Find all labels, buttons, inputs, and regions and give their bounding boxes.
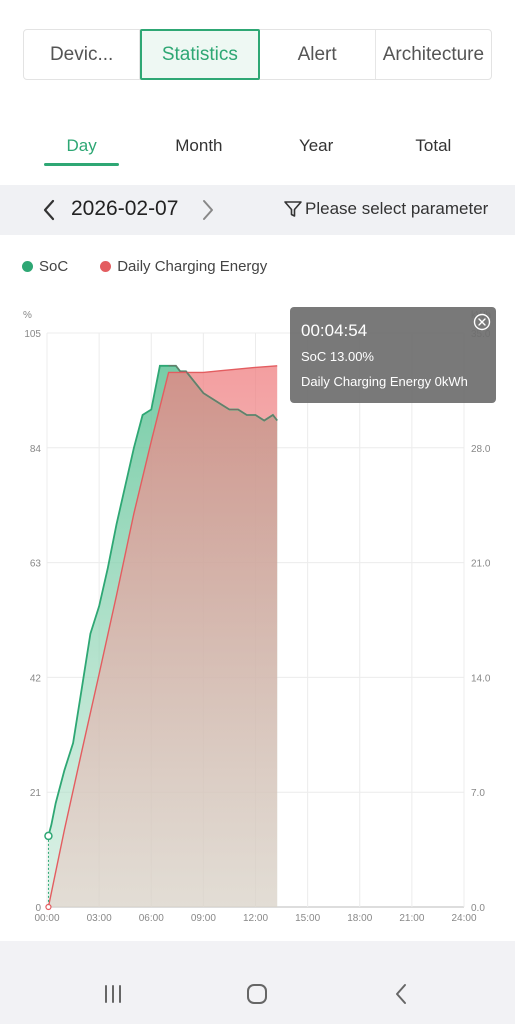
close-circle-icon[interactable]	[473, 313, 491, 331]
energy-line	[47, 365, 278, 908]
y-right-tick-label: 28.0	[471, 444, 491, 455]
tooltip-time: 00:04:54	[301, 321, 368, 340]
soc-hover-point	[44, 831, 53, 841]
tab-statistics[interactable]: Statistics	[140, 29, 260, 80]
energy-hover-point	[45, 903, 52, 911]
y-left-tick-label: 42	[30, 673, 42, 684]
selected-date[interactable]: 2026-02-07	[71, 197, 179, 220]
y-left-tick-label: 84	[30, 444, 42, 455]
tooltip-soc: SoC 13.00%	[301, 349, 374, 364]
bottom-background	[0, 941, 515, 1024]
period-tab-bar: Day Month Year Total	[23, 128, 492, 168]
tab-alert[interactable]: Alert	[260, 30, 376, 79]
chart-legend: SoC Daily Charging Energy	[22, 258, 299, 275]
x-tick-label: 12:00	[243, 913, 268, 924]
y-right-tick-label: 21.0	[471, 559, 491, 570]
soc-energy-chart[interactable]: 00.0217.04214.06321.08428.010535.000:000…	[0, 300, 515, 930]
x-tick-label: 09:00	[191, 913, 216, 924]
tab-year[interactable]: Year	[298, 136, 334, 155]
filter-icon	[284, 201, 302, 217]
tooltip-energy: Daily Charging Energy 0kWh	[301, 374, 468, 389]
previous-date-button[interactable]	[34, 195, 64, 225]
y-right-tick-label: 14.0	[471, 673, 491, 684]
top-tab-bar: Devic... Statistics Alert Architecture	[23, 29, 492, 80]
legend-item-soc[interactable]: SoC	[22, 258, 68, 275]
y-left-tick-label: 0	[35, 903, 41, 914]
x-tick-label: 18:00	[347, 913, 372, 924]
next-date-button[interactable]	[193, 195, 223, 225]
x-tick-label: 03:00	[87, 913, 112, 924]
tab-architecture[interactable]: Architecture	[382, 43, 485, 65]
y-left-tick-label: 63	[30, 559, 42, 570]
y-right-tick-label: 0.0	[471, 903, 485, 914]
y-right-tick-label: 7.0	[471, 788, 485, 799]
x-tick-label: 24:00	[451, 913, 476, 924]
y-left-tick-label: 21	[30, 788, 42, 799]
chevron-left-icon	[43, 199, 55, 221]
tab-device[interactable]: Devic...	[24, 30, 141, 79]
legend-item-energy[interactable]: Daily Charging Energy	[100, 258, 267, 275]
chevron-right-icon	[203, 200, 213, 220]
legend-label-energy: Daily Charging Energy	[117, 258, 268, 275]
system-navigation-bar	[0, 960, 515, 1024]
legend-label-soc: SoC	[39, 258, 69, 275]
chart-tooltip: 00:04:54 SoC 13.00% Daily Charging Energ…	[290, 307, 496, 403]
tab-total[interactable]: Total	[415, 136, 452, 155]
tab-day[interactable]: Day	[23, 128, 140, 168]
legend-dot-energy	[100, 261, 112, 272]
home-button[interactable]	[242, 980, 272, 1008]
x-tick-label: 00:00	[34, 913, 59, 924]
recent-apps-button[interactable]	[98, 980, 128, 1008]
parameter-selector[interactable]: Please select parameter	[283, 199, 488, 219]
x-tick-label: 15:00	[295, 913, 320, 924]
x-tick-label: 06:00	[139, 913, 164, 924]
x-tick-label: 21:00	[399, 913, 424, 924]
back-icon	[396, 984, 406, 1004]
legend-dot-soc	[22, 261, 33, 272]
back-button[interactable]	[386, 980, 416, 1008]
tab-month[interactable]: Month	[175, 136, 223, 155]
energy-area	[48, 365, 278, 907]
home-icon	[247, 984, 267, 1004]
recent-apps-icon	[105, 985, 121, 1003]
y-left-tick-label: 105	[24, 329, 41, 340]
date-bar: 2026-02-07 Please select parameter	[0, 185, 515, 235]
parameter-selector-label: Please select parameter	[305, 199, 489, 218]
y-left-unit-label: %	[23, 310, 32, 321]
soc-line-overlap	[168, 365, 278, 422]
